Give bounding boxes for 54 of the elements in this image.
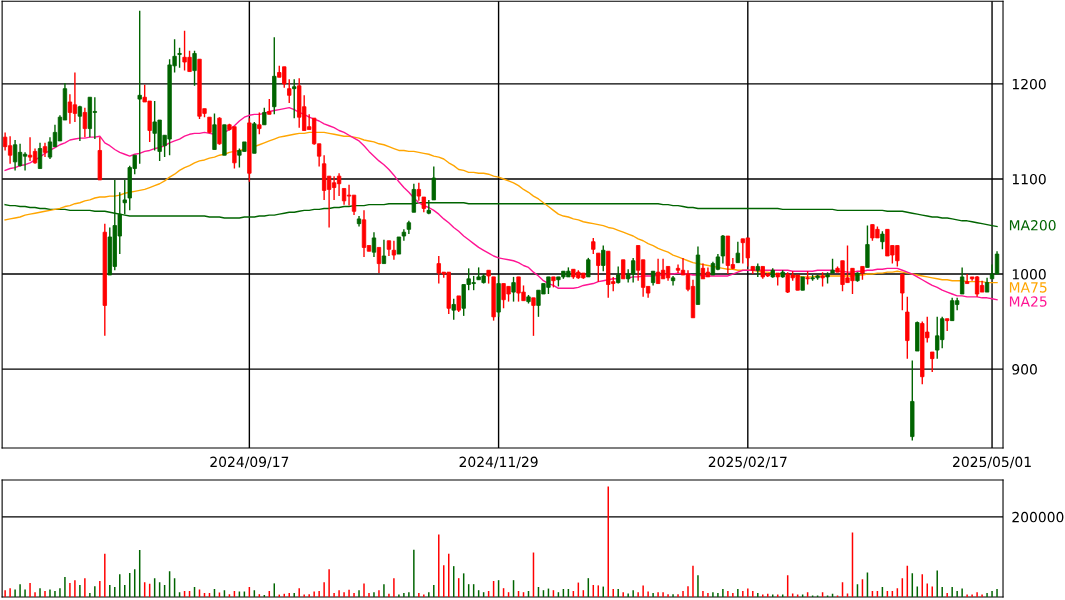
candlestick xyxy=(735,241,741,264)
series-label: MA75 xyxy=(1009,282,1047,293)
x-tick-label: 2025/05/01 xyxy=(953,456,1031,469)
candlestick xyxy=(381,239,387,265)
candlestick xyxy=(586,257,591,278)
candlestick xyxy=(72,71,78,123)
candlestick xyxy=(930,351,935,373)
candlestick xyxy=(331,175,337,201)
candlestick xyxy=(287,78,292,104)
candlestick xyxy=(880,230,885,251)
candlestick xyxy=(655,258,661,285)
candlestick xyxy=(37,142,43,170)
candlestick xyxy=(900,273,905,311)
candlestick xyxy=(376,246,382,274)
candlestick xyxy=(511,276,516,303)
series-label: MA25 xyxy=(1009,296,1047,307)
candlestick xyxy=(336,172,342,197)
candlestick xyxy=(22,151,28,172)
candlestick xyxy=(47,136,53,160)
candlestick xyxy=(596,252,601,283)
x-tick-label: 2025/02/17 xyxy=(708,456,787,469)
series-label: MA200 xyxy=(1009,220,1056,231)
candlestick xyxy=(292,78,297,119)
candlestick xyxy=(77,105,83,142)
candlestick xyxy=(994,250,1000,275)
candlestick xyxy=(67,93,73,125)
y-tick-label: 1200 xyxy=(1012,78,1046,90)
candlestick xyxy=(7,135,13,165)
candlestick xyxy=(192,49,197,87)
y-tick-label: 1000 xyxy=(1012,269,1046,280)
candlestick xyxy=(17,143,23,168)
y-tick-label: 1100 xyxy=(1012,173,1046,185)
candlestick xyxy=(865,224,870,269)
candlestick xyxy=(660,258,666,280)
candlestick xyxy=(371,231,377,258)
candlestick xyxy=(531,297,536,337)
candlestick xyxy=(601,244,606,272)
x-tick-label: 2024/11/29 xyxy=(459,456,538,469)
candlestick xyxy=(351,194,357,216)
candlestick xyxy=(391,240,397,261)
candlestick xyxy=(12,139,18,172)
candlestick xyxy=(27,136,33,162)
candlestick xyxy=(82,106,88,138)
candlestick xyxy=(959,266,965,295)
candlestick xyxy=(137,10,142,165)
candlestick xyxy=(177,47,182,69)
candlestick xyxy=(964,273,970,285)
y-tick-label: 900 xyxy=(1012,364,1037,375)
candlestick xyxy=(257,111,262,135)
candlestick xyxy=(945,318,950,332)
y-tick-label: 200000 xyxy=(1012,511,1064,523)
x-tick-label: 2024/09/17 xyxy=(210,456,289,469)
candlestick xyxy=(621,259,626,280)
candlestick xyxy=(451,298,456,321)
